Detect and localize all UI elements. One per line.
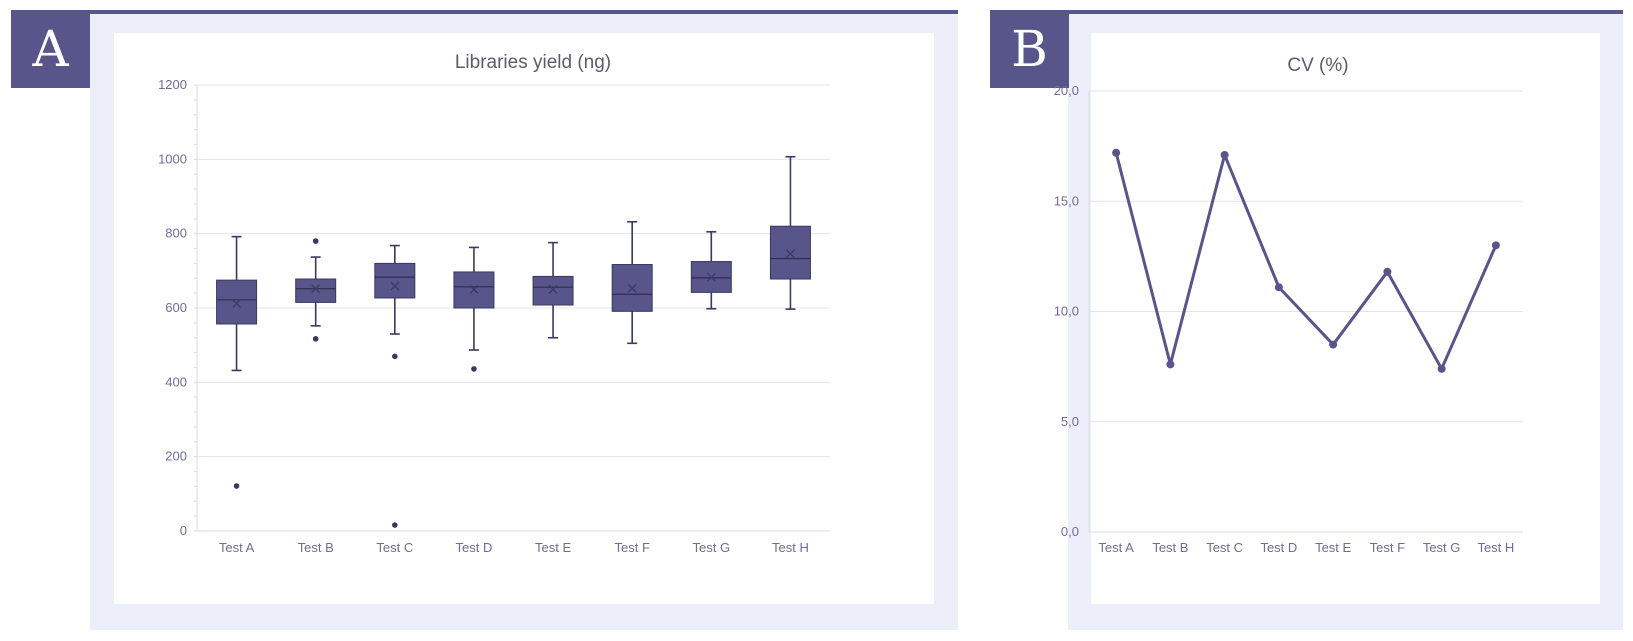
panel-a-letter: A <box>11 10 90 88</box>
panel-a-top-bar <box>90 10 958 14</box>
box-x-tick-label: Test H <box>772 540 809 555</box>
box-outlier <box>312 238 319 244</box>
box-4 <box>453 246 495 372</box>
line-x-tick-label: Test A <box>1098 540 1134 555</box>
box-iqr <box>295 278 337 303</box>
panel-b-letter: B <box>990 10 1069 88</box>
box-mean-marker <box>627 283 637 293</box>
box-x-tick-label: Test B <box>298 540 334 555</box>
cv-point <box>1437 364 1446 373</box>
box-y-tick-label: 800 <box>165 226 187 241</box>
box-mean-marker <box>390 281 400 291</box>
box-chart-title: Libraries yield (ng) <box>455 52 611 73</box>
box-x-tick-label: Test A <box>219 540 255 555</box>
box-1 <box>216 235 258 489</box>
line-y-tick-label: 10,0 <box>1054 304 1079 319</box>
line-x-tick-label: Test C <box>1206 540 1243 555</box>
box-outlier <box>392 522 398 528</box>
line-y-tick-label: 15,0 <box>1054 193 1079 208</box>
box-mean-marker <box>469 284 479 294</box>
line-x-tick-label: Test B <box>1152 540 1188 555</box>
box-x-tick-label: Test C <box>376 540 413 555</box>
box-plot-chart: Libraries yield (ng) 0 200 400 600 800 1000 12… <box>158 52 830 555</box>
cv-series-line <box>1114 152 1498 371</box>
box-outlier <box>233 483 240 489</box>
box-outlier <box>471 366 477 372</box>
box-x-tick-label: Test G <box>693 540 731 555</box>
box-iqr <box>374 262 416 299</box>
line-chart: CV (%) 0,0 5,0 10,0 15,0 20,0 Test A Test B Tes… <box>1054 55 1523 555</box>
box-7 <box>690 231 732 310</box>
box-mean-marker <box>232 299 241 308</box>
line-x-tick-label: Test H <box>1477 540 1514 555</box>
box-iqr <box>532 275 574 306</box>
line-chart-title: CV (%) <box>1287 55 1348 76</box>
line-x-tick-label: Test E <box>1315 540 1351 555</box>
box-5 <box>532 241 574 339</box>
box-y-tick-label: 0 <box>180 523 187 538</box>
box-3 <box>374 244 416 528</box>
box-y-tick-label: 400 <box>165 374 187 389</box>
box-mean-marker <box>311 284 321 294</box>
line-x-tick-label: Test F <box>1370 540 1405 555</box>
box-mean-marker <box>786 249 795 259</box>
line-x-tick-label: Test G <box>1423 540 1461 555</box>
box-x-tick-label: Test F <box>614 540 649 555</box>
box-iqr <box>216 279 258 325</box>
line-y-tick-label: 0,0 <box>1061 524 1079 539</box>
cv-point <box>1220 150 1229 159</box>
box-mean-marker <box>548 284 558 294</box>
box-6 <box>611 220 653 345</box>
box-x-tick-label: Test D <box>456 540 493 555</box>
panel-a <box>90 10 958 630</box>
box-8 <box>769 155 811 310</box>
cv-point <box>1166 360 1175 369</box>
box-iqr <box>769 225 811 280</box>
box-outlier <box>312 336 319 342</box>
box-y-tick-label: 1200 <box>158 77 187 92</box>
line-x-tick-label: Test D <box>1260 540 1297 555</box>
box-y-tick-label: 1000 <box>158 151 187 166</box>
cv-point <box>1491 241 1500 250</box>
box-2 <box>295 238 337 342</box>
box-x-tick-label: Test E <box>535 540 571 555</box>
cv-point <box>1329 340 1338 349</box>
box-y-tick-label: 200 <box>165 449 187 464</box>
cv-point <box>1274 283 1283 292</box>
line-y-tick-label: 20,0 <box>1054 83 1079 98</box>
line-y-tick-label: 5,0 <box>1061 414 1079 429</box>
panel-b-chart-area <box>1091 33 1600 604</box>
cv-point <box>1112 148 1121 157</box>
box-outlier <box>392 353 398 360</box>
cv-point <box>1383 267 1392 276</box>
box-y-tick-label: 600 <box>165 300 187 315</box>
box-iqr <box>690 261 732 293</box>
panel-b-top-bar <box>1068 10 1623 14</box>
box-mean-marker <box>706 272 716 282</box>
